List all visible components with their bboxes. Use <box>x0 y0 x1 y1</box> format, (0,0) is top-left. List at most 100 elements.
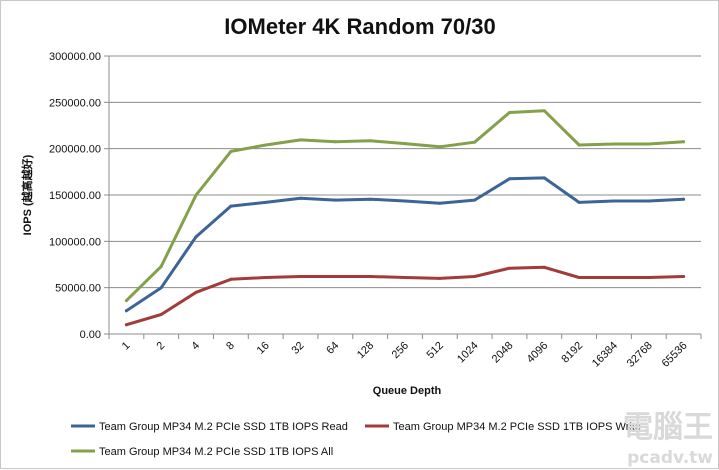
x-tick-label: 8 <box>224 340 237 353</box>
data-point <box>403 199 407 203</box>
x-tick-label: 64 <box>324 340 341 357</box>
series-line <box>124 109 686 303</box>
data-point <box>438 276 442 280</box>
x-tick-label: 32 <box>290 340 307 357</box>
data-point <box>682 275 686 278</box>
data-point <box>159 264 163 268</box>
x-tick-label: 256 <box>390 340 411 361</box>
data-point <box>647 276 651 279</box>
data-point <box>229 149 233 153</box>
x-tick-label: 4 <box>189 340 202 353</box>
data-point <box>368 197 372 201</box>
legend-item: Team Group MP34 M.2 PCIe SSD 1TB IOPS Al… <box>71 446 333 458</box>
x-tick-label: 2048 <box>490 340 516 366</box>
data-point <box>264 200 268 204</box>
data-point <box>159 313 163 316</box>
data-point <box>333 275 337 278</box>
x-tick-label: 512 <box>424 340 445 361</box>
x-tick-labels: 1 2 4 8 16 32 64 128 256 512 1024 2048 4096 8192 16384… <box>120 340 690 370</box>
y-tick-label: 300000.00 <box>49 51 101 63</box>
data-point <box>264 143 268 147</box>
y-tick-label: 150000.00 <box>49 190 101 202</box>
data-point <box>159 286 163 290</box>
x-tick-label: 16384 <box>590 340 620 370</box>
data-point <box>577 276 581 279</box>
data-point <box>612 276 616 279</box>
series-line <box>124 176 686 313</box>
data-point <box>299 196 302 200</box>
data-point <box>333 198 337 202</box>
x-tick-label: 1024 <box>455 340 481 366</box>
data-point <box>194 235 198 239</box>
data-point <box>229 204 233 208</box>
legend-label: Team Group MP34 M.2 PCIe SSD 1TB IOPS Al… <box>99 446 333 458</box>
x-tick-label: 16 <box>255 340 272 357</box>
data-point <box>299 275 302 278</box>
data-point <box>647 199 651 203</box>
data-point <box>299 138 302 142</box>
series-lines <box>124 109 686 327</box>
y-tick-label: 50000.00 <box>55 283 101 295</box>
data-point <box>542 109 546 113</box>
data-point <box>473 275 477 278</box>
data-point <box>577 143 581 147</box>
x-axis-label: Queue Depth <box>373 385 442 397</box>
y-tick-label: 0.00 <box>80 329 101 341</box>
data-point <box>508 266 511 270</box>
data-point <box>438 145 442 149</box>
legend-item: Team Group MP34 M.2 PCIe SSD 1TB IOPS Re… <box>71 421 348 433</box>
data-point <box>124 309 128 313</box>
data-point <box>403 276 407 279</box>
data-point <box>542 265 546 269</box>
series-line <box>124 265 686 327</box>
data-point <box>612 199 616 203</box>
data-point <box>368 139 372 143</box>
data-point <box>682 140 686 144</box>
data-point <box>508 177 511 181</box>
data-point <box>508 111 511 114</box>
data-point <box>682 197 686 201</box>
y-axis-label: IOPS (越高越好) <box>20 154 34 235</box>
x-tick-label: 1 <box>120 340 133 353</box>
legend-label: Team Group MP34 M.2 PCIe SSD 1TB IOPS Re… <box>99 421 348 433</box>
x-tick-label: 2 <box>155 340 168 353</box>
axes <box>108 56 702 339</box>
x-tick-label: 8192 <box>559 340 585 366</box>
x-tick-label: 128 <box>355 340 376 361</box>
data-point <box>194 193 198 197</box>
series-2 <box>124 265 686 327</box>
y-tick-label: 100000.00 <box>49 236 101 248</box>
watermark-text: 電腦王 <box>623 410 713 445</box>
x-tick-label: 4096 <box>525 340 551 366</box>
data-point <box>194 290 198 294</box>
legend: Team Group MP34 M.2 PCIe SSD 1TB IOPS Re… <box>71 421 641 458</box>
y-tick-label: 250000.00 <box>49 97 101 109</box>
data-point <box>647 142 651 146</box>
data-point <box>612 142 616 146</box>
data-point <box>368 275 372 278</box>
data-point <box>577 200 581 204</box>
data-point <box>403 142 407 146</box>
legend-label: Team Group MP34 M.2 PCIe SSD 1TB IOPS Wr… <box>393 421 641 433</box>
legend-item: Team Group MP34 M.2 PCIe SSD 1TB IOPS Wr… <box>365 421 641 433</box>
data-point <box>473 140 477 144</box>
watermark-logo: 電腦王 pcadv.tw <box>623 410 713 468</box>
data-point <box>333 140 337 144</box>
data-point <box>473 198 477 202</box>
data-point <box>229 277 233 281</box>
watermark-url: pcadv.tw <box>627 448 713 468</box>
chart-title: IOMeter 4K Random 70/30 <box>224 14 495 39</box>
data-point <box>124 323 128 327</box>
y-tick-labels: 0.00 50000.00 100000.00 150000.00 200000.00 2… <box>49 51 101 341</box>
y-tick-label: 200000.00 <box>49 144 101 156</box>
data-point <box>542 176 546 180</box>
series-3 <box>124 109 686 303</box>
data-point <box>264 276 268 279</box>
data-point <box>124 299 128 303</box>
x-tick-label: 32768 <box>625 340 655 370</box>
x-tick-label: 65536 <box>660 340 690 370</box>
series-1 <box>124 176 686 313</box>
data-point <box>438 201 442 205</box>
